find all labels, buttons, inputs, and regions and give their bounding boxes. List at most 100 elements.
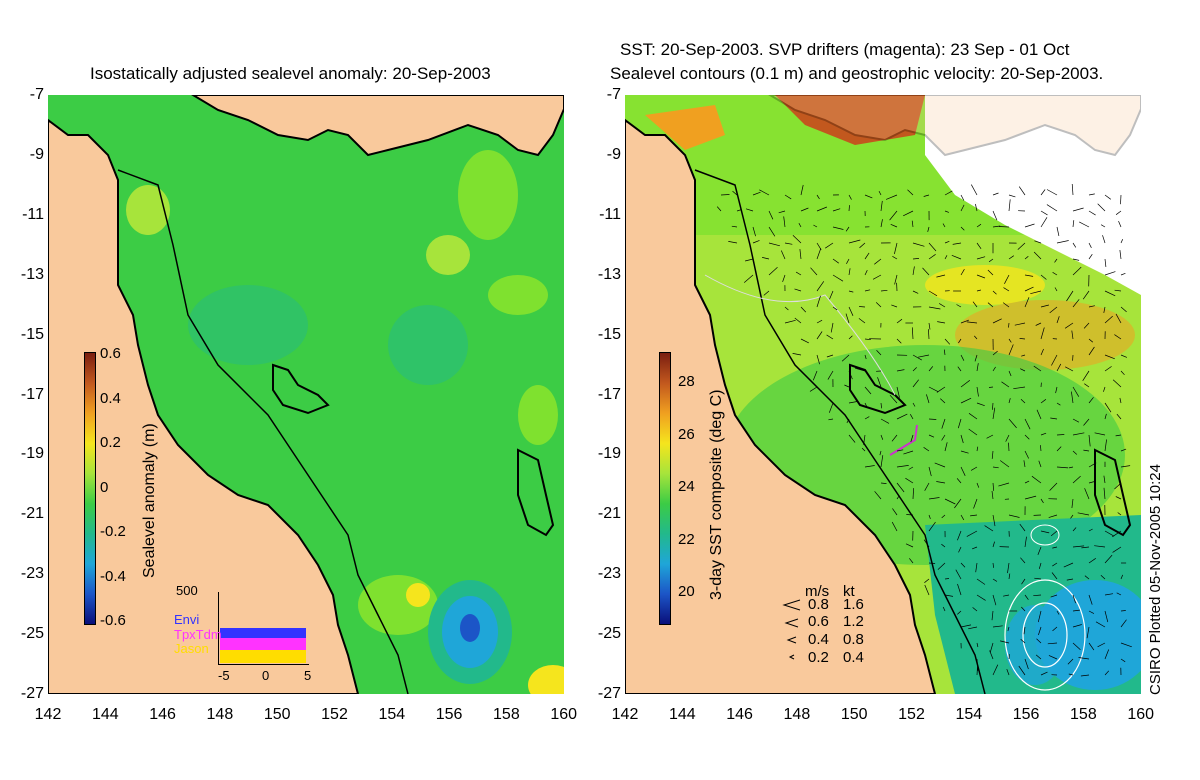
inset-xtick: -5: [218, 668, 230, 683]
velocity-vector: [1035, 322, 1042, 326]
velocity-vector: [1088, 305, 1095, 308]
sst-colorbar: [659, 352, 671, 625]
y-tick-label: -9: [606, 145, 621, 163]
velocity-vector: [877, 377, 882, 388]
velocity-vector: [1014, 322, 1026, 326]
velocity-vector: [1112, 546, 1122, 553]
velocity-vector: [976, 223, 982, 228]
velocity-vector: [1088, 346, 1095, 356]
velocity-vector: [1088, 481, 1095, 484]
velocity-vector: [1034, 240, 1042, 244]
velocity-vector: [1120, 610, 1126, 612]
velocity-vector: [864, 386, 872, 395]
velocity-vector: [1088, 254, 1093, 260]
velocity-vector: [1088, 210, 1096, 216]
velocity-vector: [880, 402, 882, 409]
velocity-vector: [763, 290, 770, 296]
velocity-vector: [1104, 530, 1115, 537]
plot-credit: CSIRO Plotted 05-Nov-2005 10:24: [1147, 464, 1164, 695]
velocity-vector: [1006, 668, 1010, 676]
velocity-vector: [1072, 266, 1082, 276]
inset-axis: [218, 592, 309, 665]
velocity-vector: [928, 366, 934, 372]
velocity-vector: [991, 450, 994, 459]
velocity-vector: [910, 434, 914, 443]
velocity-vector: [1112, 530, 1122, 538]
velocity-vector: [1072, 624, 1082, 628]
velocity-vector: [782, 274, 786, 283]
x-tick-label: 154: [378, 706, 406, 723]
velocity-vector: [976, 642, 979, 648]
velocity-vector: [830, 322, 834, 333]
velocity-vector: [1051, 354, 1058, 366]
velocity-vector: [912, 290, 919, 294]
velocity-vector: [832, 274, 844, 282]
velocity-vector: [800, 338, 809, 344]
velocity-vector: [1072, 642, 1081, 650]
positive-anomaly-blob: [458, 150, 518, 240]
velocity-vector: [939, 303, 946, 308]
velocity-vector: [844, 384, 850, 388]
inset-legend-jason: Jason: [174, 641, 209, 656]
velocity-vector: [1040, 399, 1047, 404]
velocity-vector: [1024, 274, 1034, 277]
velocity-vector: [879, 450, 882, 456]
velocity-vector: [1019, 523, 1026, 532]
reef-island: [1094, 448, 1132, 537]
velocity-vector: [944, 210, 950, 213]
velocity-vector: [1115, 496, 1122, 500]
velocity-vector: [1023, 460, 1026, 468]
velocity-legend-row: 1.2: [843, 613, 864, 630]
velocity-vector: [1071, 183, 1074, 196]
velocity-vector: [889, 210, 898, 221]
colorbar-tick-label: 0.2: [100, 434, 121, 451]
y-tick-label: -13: [20, 265, 44, 283]
velocity-vector: [1082, 370, 1090, 381]
velocity-vector: [966, 530, 978, 537]
velocity-vector: [976, 274, 986, 279]
velocity-vector: [1056, 466, 1069, 469]
velocity-vector: [896, 449, 904, 452]
velocity-vector: [1021, 354, 1026, 357]
velocity-vector: [1066, 290, 1074, 302]
inset-legend-tpxtdm: TpxTdm: [174, 627, 222, 642]
velocity-vector: [1008, 255, 1014, 260]
velocity-vector: [1024, 495, 1037, 500]
velocity-vector: [912, 354, 922, 361]
x-tick-label: 144: [91, 706, 119, 723]
velocity-vector: [1072, 418, 1080, 423]
velocity-vector: [1104, 402, 1112, 413]
velocity-vector: [1103, 475, 1106, 484]
inset-bar-jason: [220, 650, 306, 663]
legend-arrow-icon: [782, 599, 801, 611]
velocity-vector: [976, 666, 978, 676]
velocity-vector: [1072, 207, 1084, 212]
y-tick-label: -7: [29, 86, 44, 103]
velocity-vector: [976, 289, 981, 292]
y-tick-label: -9: [29, 145, 44, 163]
velocity-vector: [1038, 562, 1042, 569]
velocity-vector: [891, 521, 898, 532]
velocity-vector: [826, 334, 834, 340]
velocity-vector: [1103, 306, 1106, 313]
velocity-vector: [878, 190, 882, 196]
velocity-vector: [928, 521, 936, 532]
australia-land: [625, 118, 937, 694]
velocity-vector: [992, 402, 994, 410]
velocity-vector: [1066, 578, 1074, 581]
velocity-vector: [1120, 272, 1126, 276]
velocity-vector: [992, 664, 999, 676]
velocity-vector: [1120, 465, 1131, 468]
velocity-vector: [988, 386, 994, 388]
velocity-vector: [1088, 462, 1097, 468]
velocity-vector: [976, 658, 979, 671]
velocity-vector: [1007, 626, 1010, 632]
velocity-vector: [848, 239, 861, 244]
velocity-vector: [863, 434, 866, 445]
velocity-vector: [892, 255, 898, 260]
velocity-vector: [795, 271, 802, 276]
x-tick-label: 144: [668, 706, 696, 723]
velocity-vector: [1056, 363, 1062, 372]
velocity-vector: [1033, 251, 1042, 260]
y-tick-label: -17: [20, 385, 44, 403]
